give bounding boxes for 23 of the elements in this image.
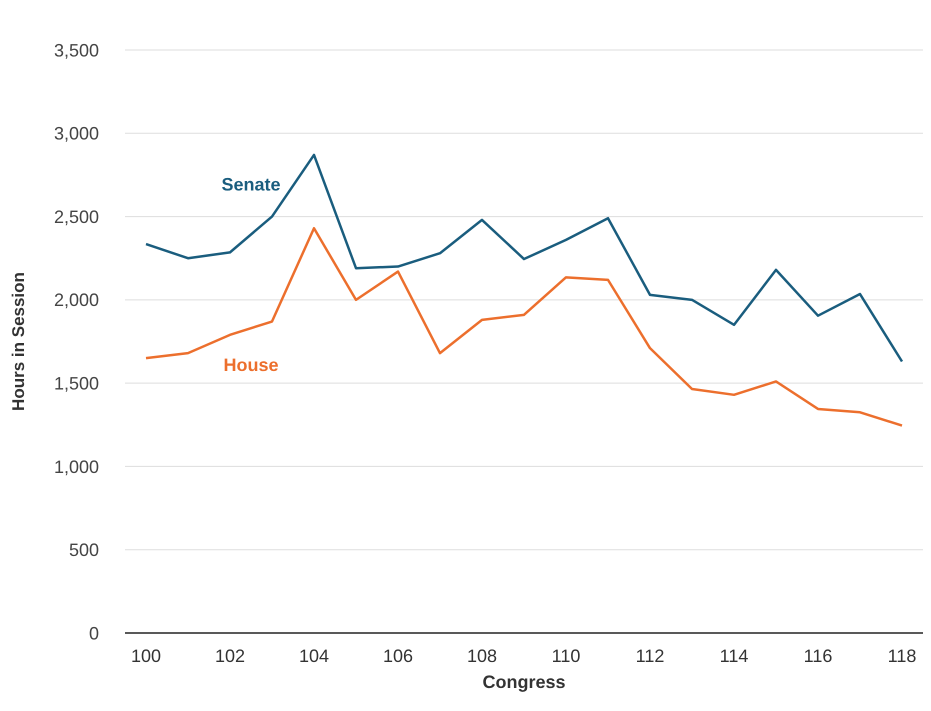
x-tick-label: 102	[214, 646, 246, 666]
x-tick-label: 118	[888, 646, 916, 666]
x-tick-label: 114	[720, 646, 748, 666]
y-tick-label: 3,000	[54, 124, 99, 144]
x-tick-label: 112	[636, 646, 664, 666]
x-tick-label: 100	[130, 646, 162, 666]
x-tick-label: 104	[298, 646, 330, 666]
series-label: House	[223, 354, 279, 375]
y-tick-label: 2,500	[54, 206, 99, 227]
y-axis-title: Hours in Session	[9, 272, 28, 411]
y-tick-label: 2,000	[54, 290, 99, 310]
x-tick-label: 110	[552, 646, 580, 666]
y-tick-label: 1,000	[54, 456, 99, 477]
y-tick-label: 0	[88, 623, 99, 644]
y-tick-label: 3,500	[54, 40, 99, 60]
x-tick-label: 116	[804, 646, 832, 666]
series-label: Senate	[221, 174, 281, 194]
x-axis-title: Congress	[482, 672, 566, 692]
y-tick-label: 500	[68, 540, 99, 560]
x-tick-label: 108	[466, 646, 498, 666]
y-tick-label: 1,500	[54, 374, 99, 394]
line-series	[144, 226, 904, 427]
x-tick-label: 106	[382, 646, 414, 666]
